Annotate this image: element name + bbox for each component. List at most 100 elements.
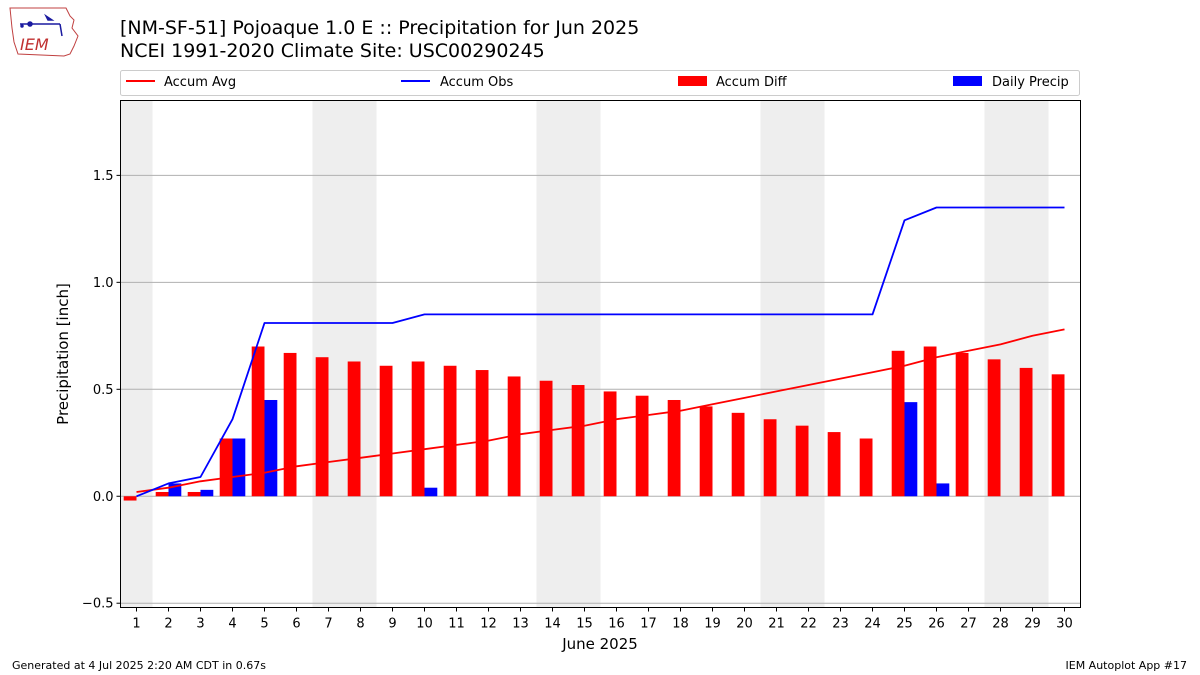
daily-precip-bar <box>200 489 214 497</box>
legend-label-accum-diff: Accum Diff <box>716 75 788 90</box>
accum-diff-bar <box>923 346 937 497</box>
accum-diff-bar <box>475 370 489 497</box>
x-tick-label: 30 <box>1056 617 1073 632</box>
weekend-shade-day-28 <box>984 100 1017 608</box>
weekend-shade-day-22 <box>792 100 825 608</box>
x-tick-label: 16 <box>608 617 625 632</box>
x-tick-label: 4 <box>228 617 236 632</box>
x-tick-label: 25 <box>896 617 913 632</box>
x-tick-label: 29 <box>1024 617 1041 632</box>
legend-label-accum-avg: Accum Avg <box>164 75 236 90</box>
accum-diff-bar <box>347 361 361 497</box>
accum-diff-bar <box>667 399 681 497</box>
accum-diff-bar <box>219 438 233 497</box>
accum-diff-bar <box>699 406 713 497</box>
x-tick-label: 23 <box>832 617 849 632</box>
daily-precip-bar <box>936 483 950 497</box>
footer-generated-text: Generated at 4 Jul 2025 2:20 AM CDT in 0… <box>12 659 266 672</box>
iem-logo: IEM <box>9 7 79 57</box>
accum-diff-bar <box>539 380 553 497</box>
gridlines <box>120 174 1081 604</box>
x-tick-label: 9 <box>388 617 396 632</box>
weather-station-icon <box>20 13 63 37</box>
x-tick-label: 13 <box>512 617 529 632</box>
lines <box>136 206 1065 498</box>
x-tick-label: 19 <box>704 617 721 632</box>
x-tick-label: 21 <box>768 617 785 632</box>
accum-diff-bar <box>859 438 873 497</box>
x-tick-label: 8 <box>356 617 364 632</box>
chart-subtitle: NCEI 1991-2020 Climate Site: USC00290245 <box>120 40 545 62</box>
x-tick-label: 1 <box>132 617 140 632</box>
x-tick-label: 15 <box>576 617 593 632</box>
legend-label-accum-obs: Accum Obs <box>440 75 513 90</box>
daily-precip-bar <box>232 438 246 497</box>
weekend-shade-day-7 <box>312 100 345 608</box>
legend-swatch-accum-diff <box>678 76 707 86</box>
x-axis-label: June 2025 <box>561 635 638 653</box>
iem-logo-text: IEM <box>20 35 49 54</box>
x-tick-label: 7 <box>324 617 332 632</box>
accum-diff-bar <box>795 425 809 497</box>
accum-avg-line <box>136 328 1065 493</box>
legend-label-daily-precip: Daily Precip <box>992 75 1069 90</box>
x-tick-label: 11 <box>448 617 465 632</box>
bars <box>123 346 1065 501</box>
y-tick-label: 0.5 <box>93 383 114 398</box>
y-tick-label: −0.5 <box>82 597 114 612</box>
y-tick-label: 1.0 <box>93 276 114 291</box>
weekend-shade-day-21 <box>760 100 793 608</box>
x-tick-label: 17 <box>640 617 657 632</box>
accum-diff-bar <box>187 491 201 497</box>
x-tick-label: 28 <box>992 617 1009 632</box>
accum-diff-bar <box>379 365 393 497</box>
accum-diff-bar <box>443 365 457 497</box>
legend: Accum Avg Accum Obs Accum Diff Daily Pre… <box>120 70 1080 96</box>
chart-title: [NM-SF-51] Pojoaque 1.0 E :: Precipitati… <box>120 17 640 39</box>
y-tick-label: 1.5 <box>93 169 114 184</box>
daily-precip-bar <box>904 402 918 497</box>
accum-diff-bar <box>251 346 265 497</box>
accum-diff-bar <box>891 350 905 497</box>
x-tick-label: 20 <box>736 617 753 632</box>
y-axis-label: Precipitation [inch] <box>54 283 72 425</box>
x-tick-label: 24 <box>864 617 881 632</box>
y-tick-label: 0.0 <box>93 490 114 505</box>
iowa-state-map-icon <box>9 7 79 57</box>
x-tick-label: 10 <box>416 617 433 632</box>
x-tick-label: 3 <box>196 617 204 632</box>
weekend-shade-day-14 <box>536 100 569 608</box>
accum-obs-line <box>136 206 1065 498</box>
daily-precip-bar <box>424 487 438 497</box>
accum-diff-bar <box>635 395 649 497</box>
accum-diff-bar <box>603 391 617 497</box>
accum-diff-bar <box>1051 374 1065 497</box>
accum-diff-bar <box>155 491 169 497</box>
x-tick-label: 14 <box>544 617 561 632</box>
accum-diff-bar <box>955 352 969 497</box>
accum-diff-bar <box>411 361 425 497</box>
weekend-shade-day-1 <box>120 100 153 608</box>
accum-diff-bar <box>315 357 329 497</box>
plot-frame <box>120 100 1081 608</box>
x-tick-label: 22 <box>800 617 817 632</box>
accum-diff-bar <box>827 432 841 497</box>
weekend-shading <box>120 100 1049 608</box>
accum-diff-bar <box>763 419 777 497</box>
y-axis-ticks: −0.5 0.0 0.5 1.0 1.5 <box>82 169 121 612</box>
accum-diff-bar <box>283 352 297 497</box>
weekend-shade-day-15 <box>568 100 601 608</box>
accum-diff-bar <box>987 359 1001 497</box>
legend-frame <box>120 70 1080 96</box>
x-tick-label: 5 <box>260 617 268 632</box>
x-tick-label: 18 <box>672 617 689 632</box>
accum-diff-bar <box>123 496 137 501</box>
x-tick-label: 26 <box>928 617 945 632</box>
footer-app-text: IEM Autoplot App #17 <box>1065 659 1188 672</box>
weekend-shade-day-8 <box>344 100 377 608</box>
x-tick-label: 12 <box>480 617 497 632</box>
daily-precip-bar <box>264 399 278 497</box>
x-tick-label: 2 <box>164 617 172 632</box>
x-tick-label: 27 <box>960 617 977 632</box>
